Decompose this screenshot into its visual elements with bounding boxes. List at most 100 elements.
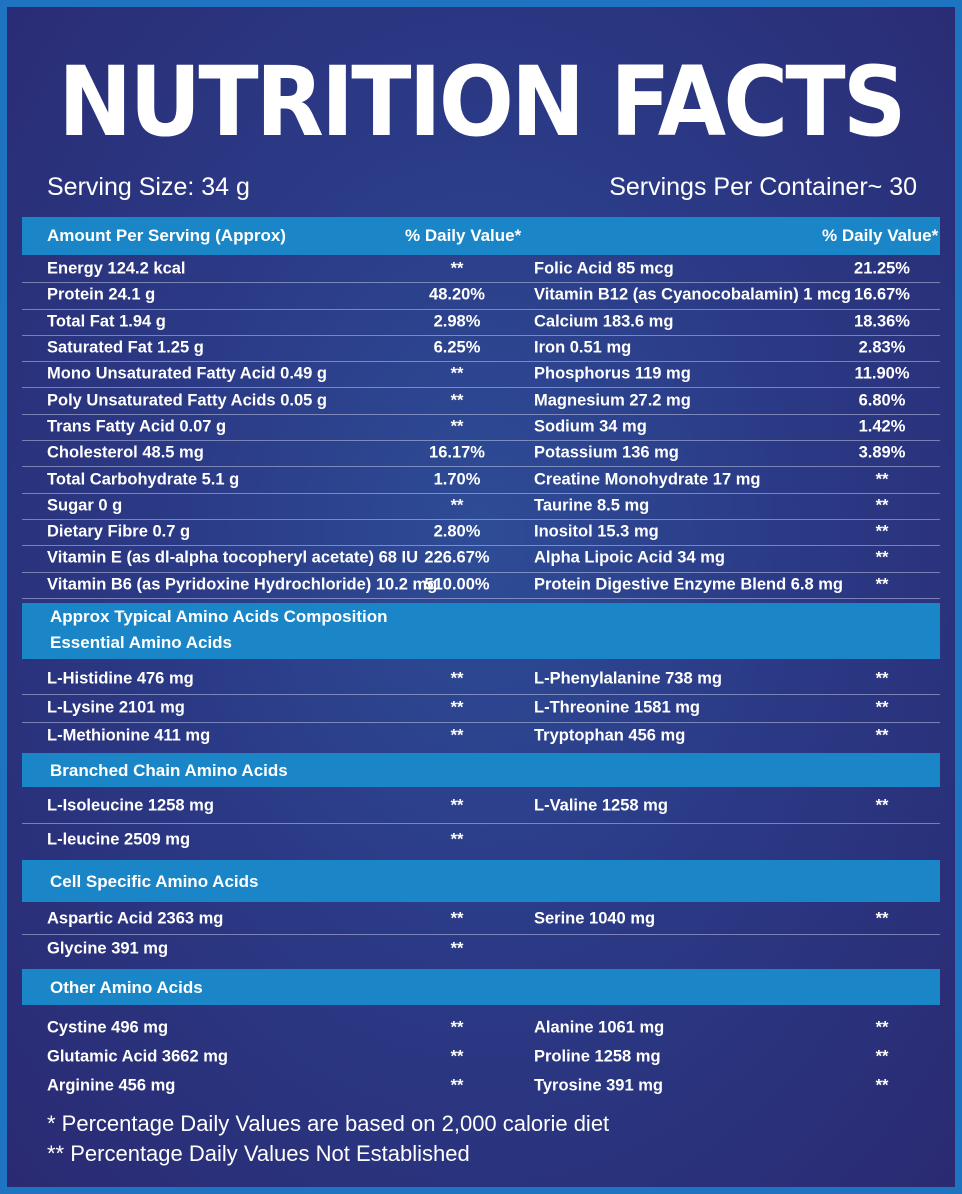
daily-value: **: [450, 909, 464, 928]
nutrient-name: Arginine 456 mg: [47, 1076, 176, 1094]
nutrient-name: Mono Unsaturated Fatty Acid 0.49 g: [47, 364, 327, 383]
table-row: L-Histidine 476 mg ** L-Phenylalanine 738 …: [22, 665, 940, 695]
nutrient-name: L-Phenylalanine 738 mg: [534, 669, 722, 688]
daily-value: 16.17%: [429, 443, 485, 462]
daily-value: **: [450, 726, 464, 745]
nutrient-name: L-Isoleucine 1258 mg: [47, 796, 214, 815]
daily-value: **: [875, 575, 889, 594]
table-row: L-Lysine 2101 mg ** L-Threonine 1581 mg **: [22, 694, 940, 723]
daily-value: 18.36%: [854, 312, 910, 331]
daily-value: **: [875, 909, 889, 928]
nutrient-name: Dietary Fibre 0.7 g: [47, 522, 191, 541]
nutrient-name: L-Threonine 1581 mg: [534, 698, 700, 717]
table-row: Energy 124.2 kcal ** Folic Acid 85 mcg 21.2…: [22, 256, 940, 284]
daily-value: **: [450, 830, 464, 849]
table-row: L-Isoleucine 1258 mg ** L-Valine 1258 mg **: [22, 789, 940, 824]
daily-value: **: [450, 391, 464, 410]
nutrient-name: Energy 124.2 kcal: [47, 259, 186, 278]
table-row: Glycine 391 mg **: [22, 934, 940, 964]
daily-value: 3.89%: [858, 443, 906, 462]
nutrient-name: Cholesterol 48.5 mg: [47, 443, 204, 462]
table-row: Mono Unsaturated Fatty Acid 0.49 g ** Phos…: [22, 361, 940, 389]
daily-value: **: [450, 698, 464, 717]
nutrient-name: Saturated Fat 1.25 g: [47, 338, 204, 357]
daily-value: 16.67%: [854, 285, 910, 304]
table-row: Arginine 456 mg ** Tyrosine 391 mg **: [22, 1071, 940, 1100]
nutrient-name: Serine 1040 mg: [534, 909, 656, 928]
table-row: Sugar 0 g ** Taurine 8.5 mg **: [22, 493, 940, 520]
amino-acids-title: Approx Typical Amino Acids Composition: [50, 607, 388, 626]
daily-value: **: [450, 669, 464, 688]
daily-value: 6.25%: [433, 338, 481, 357]
nutrient-name: Sugar 0 g: [47, 496, 123, 515]
table-row: Dietary Fibre 0.7 g 2.80% Inositol 15.3 mg…: [22, 519, 940, 547]
daily-value: **: [875, 1076, 889, 1094]
nutrient-name: Phosphorus 119 mg: [534, 364, 691, 383]
daily-value: **: [450, 417, 464, 436]
nutrient-name: Taurine 8.5 mg: [534, 496, 650, 515]
daily-value: **: [875, 698, 889, 717]
nutrient-name: L-Lysine 2101 mg: [47, 698, 185, 717]
cell-specific-title: Cell Specific Amino Acids: [50, 872, 259, 891]
footnote-not-established: ** Percentage Daily Values Not Establish…: [47, 1141, 470, 1166]
nutrient-name: Tryptophan 456 mg: [534, 726, 686, 745]
daily-value: **: [875, 522, 889, 541]
daily-value: **: [450, 496, 464, 515]
daily-value: **: [450, 364, 464, 383]
daily-value: **: [450, 1047, 464, 1065]
table-header: Amount Per Serving (Approx) % Daily Valu…: [22, 217, 940, 255]
table-row: Poly Unsaturated Fatty Acids 0.05 g ** Mag…: [22, 388, 940, 415]
daily-value: 510.00%: [424, 575, 490, 594]
nutrient-name: Magnesium 27.2 mg: [534, 391, 691, 410]
daily-value: **: [450, 939, 464, 958]
page-title: NUTRITION FACTS: [58, 46, 906, 158]
table-row: L-leucine 2509 mg **: [22, 823, 940, 857]
table-row: Vitamin E (as dl-alpha tocopheryl acetat…: [22, 545, 940, 573]
bcaa-title: Branched Chain Amino Acids: [50, 761, 288, 780]
nutrient-name: L-Methionine 411 mg: [47, 726, 211, 745]
nutrient-name: L-leucine 2509 mg: [47, 830, 191, 849]
cell-specific-header: Cell Specific Amino Acids: [22, 860, 940, 902]
daily-value: **: [875, 1018, 889, 1036]
table-row: Total Fat 1.94 g 2.98% Calcium 183.6 mg 18.…: [22, 309, 940, 336]
daily-value: **: [875, 796, 889, 815]
daily-value: 226.67%: [424, 548, 490, 567]
amount-per-serving-label: Amount Per Serving (Approx): [47, 226, 286, 245]
nutrient-name: Vitamin B12 (as Cyanocobalamin) 1 mcg: [534, 285, 851, 304]
essential-amino-acids-title: Essential Amino Acids: [50, 633, 233, 652]
daily-value: 48.20%: [429, 285, 485, 304]
daily-value: 2.83%: [858, 338, 906, 357]
nutrient-name: Protein Digestive Enzyme Blend 6.8 mg: [534, 575, 844, 594]
nutrient-name: Trans Fatty Acid 0.07 g: [47, 417, 227, 436]
daily-value: **: [875, 669, 889, 688]
daily-value: **: [875, 496, 889, 515]
nutrient-name: Aspartic Acid 2363 mg: [47, 909, 224, 928]
daily-value: 1.70%: [433, 470, 481, 489]
nutrient-name: Vitamin B6 (as Pyridoxine Hydrochloride)…: [47, 575, 438, 594]
daily-value: **: [450, 259, 464, 278]
nutrient-name: Tyrosine 391 mg: [534, 1076, 663, 1094]
table-row: Saturated Fat 1.25 g 6.25% Iron 0.51 mg 2.8…: [22, 335, 940, 363]
nutrient-name: Poly Unsaturated Fatty Acids 0.05 g: [47, 391, 327, 410]
daily-value: 2.80%: [433, 522, 481, 541]
daily-value: 6.80%: [858, 391, 906, 410]
nutrient-name: Glutamic Acid 3662 mg: [47, 1047, 228, 1065]
table-row: Glutamic Acid 3662 mg ** Proline 1258 mg **: [22, 1042, 940, 1071]
footnote-daily-values: * Percentage Daily Values are based on 2…: [47, 1111, 610, 1136]
daily-value: **: [875, 470, 889, 489]
nutrient-name: Cystine 496 mg: [47, 1018, 169, 1036]
nutrient-name: Potassium 136 mg: [534, 443, 679, 462]
nutrient-name: L-Histidine 476 mg: [47, 669, 194, 688]
nutrient-name: Iron 0.51 mg: [534, 338, 632, 357]
table-row: Trans Fatty Acid 0.07 g ** Sodium 34 mg 1.4…: [22, 414, 940, 442]
table-row: Aspartic Acid 2363 mg ** Serine 1040 mg **: [22, 904, 940, 935]
daily-value-label-left: % Daily Value*: [405, 226, 522, 245]
nutrient-name: Glycine 391 mg: [47, 939, 169, 958]
nutrient-name: Vitamin E (as dl-alpha tocopheryl acetat…: [47, 548, 419, 567]
nutrition-panel: NUTRITION FACTS Serving Size: 34 g Servi…: [7, 7, 955, 1187]
daily-value: 11.90%: [854, 364, 910, 383]
table-row: Cholesterol 48.5 mg 16.17% Potassium 136 m…: [22, 440, 940, 468]
daily-value: 21.25%: [854, 259, 910, 278]
daily-value: **: [875, 1047, 889, 1065]
table-row: Total Carbohydrate 5.1 g 1.70% Creatine Mo…: [22, 466, 940, 494]
